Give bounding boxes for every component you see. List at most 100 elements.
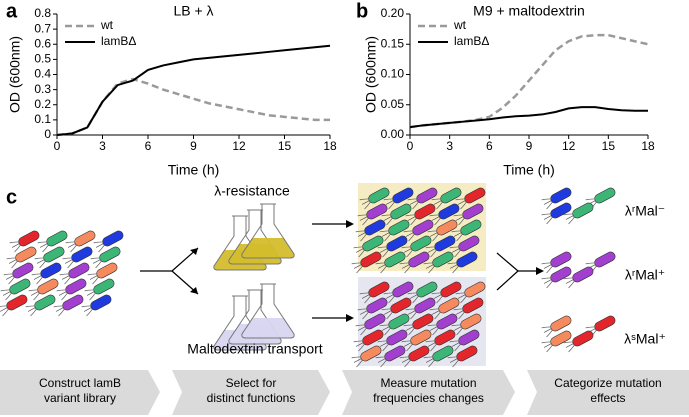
flagellum: [546, 330, 553, 338]
flagellum: [379, 230, 389, 233]
flagellum: [36, 259, 45, 264]
cell: [550, 266, 572, 283]
flagellum: [36, 277, 43, 285]
flask-glass: [228, 290, 282, 345]
flagellum: [379, 324, 389, 327]
flagellum: [458, 312, 465, 320]
flagellum: [42, 245, 49, 253]
flagellum: [449, 246, 459, 249]
cell: [364, 219, 386, 236]
flagellum: [546, 281, 553, 289]
bacterium: [423, 251, 454, 274]
cell: [368, 281, 390, 298]
y-tick-label: 0.15: [381, 36, 405, 50]
flagellum: [412, 296, 419, 304]
outcome-label: λʳMal⁻: [625, 203, 665, 219]
flagellum: [433, 200, 442, 205]
flask: [241, 203, 295, 259]
flagellum: [460, 202, 467, 210]
flagellum: [452, 360, 459, 368]
flagellum: [447, 262, 457, 265]
flagellum: [406, 344, 413, 352]
bacterium: [357, 203, 388, 226]
flagellum: [3, 273, 13, 276]
step-chevron: [172, 370, 330, 415]
bacterium: [375, 251, 406, 274]
bacterium: [449, 235, 480, 258]
cell: [386, 235, 408, 252]
cell: [74, 230, 96, 247]
cell: [96, 262, 118, 279]
cell: [366, 297, 388, 314]
cell: [392, 187, 414, 204]
flagellum: [407, 198, 417, 201]
flagellum: [434, 312, 441, 320]
cell: [594, 315, 616, 332]
y-tick-label: 0.10: [381, 67, 405, 81]
flagellum: [410, 218, 417, 226]
bacterium: [93, 230, 124, 253]
bacterium: [427, 313, 458, 336]
legend-label: lamBΔ: [454, 34, 489, 48]
flagellum: [431, 292, 441, 295]
flagellum: [388, 202, 395, 210]
flagellum: [563, 213, 573, 216]
flagellum: [58, 309, 65, 317]
bacterium: [431, 281, 462, 304]
flagellum: [67, 261, 74, 269]
flask-glass: [241, 284, 295, 339]
cell: [362, 235, 384, 252]
flagellum: [546, 266, 553, 274]
flask-glass: [241, 204, 295, 259]
bacterium: [357, 297, 388, 320]
flagellum: [383, 216, 392, 221]
bacterium: [425, 235, 456, 258]
flagellum: [62, 257, 72, 260]
flagellum: [403, 230, 413, 233]
flagellum: [455, 310, 464, 315]
flagellum: [543, 264, 552, 269]
flagellum: [357, 214, 367, 217]
flagellum: [565, 215, 574, 220]
bacterium: [447, 345, 478, 368]
flagellum: [455, 216, 464, 221]
flagellum: [92, 259, 101, 264]
step-chevron: [0, 370, 160, 415]
cell: [410, 329, 432, 346]
x-tick-label: 6: [486, 139, 493, 153]
flagellum: [355, 324, 365, 327]
flagellum: [65, 241, 75, 244]
flagellum: [67, 243, 76, 248]
flagellum: [14, 245, 21, 253]
cell: [412, 219, 434, 236]
x-tick-label: 9: [526, 139, 533, 153]
flagellum: [401, 246, 411, 249]
bacterium: [379, 219, 410, 242]
x-tick-label: 18: [641, 139, 655, 153]
x-tick-label: 9: [190, 139, 197, 153]
flagellum: [404, 266, 411, 274]
series-line: [56, 77, 330, 137]
flagellum: [380, 266, 387, 274]
cell: [386, 329, 408, 346]
flagellum: [401, 340, 411, 343]
arrow-heads: [190, 220, 544, 322]
flagellum: [6, 257, 16, 260]
flagellum: [37, 241, 47, 244]
bacterium: [353, 329, 384, 352]
panel-label: a: [6, 0, 18, 22]
cell: [550, 251, 572, 268]
flagellum: [427, 324, 437, 327]
flagellum: [453, 214, 463, 217]
flagellum: [585, 262, 595, 265]
x-tick-label: 0: [54, 139, 61, 153]
flagellum: [381, 308, 391, 311]
flagellum: [449, 358, 458, 363]
bacterium: [351, 345, 382, 368]
flagellum: [423, 356, 433, 359]
flagellum: [358, 344, 365, 352]
flagellum: [568, 217, 575, 225]
flagellum: [381, 232, 390, 237]
flask-liquid: [241, 238, 295, 258]
bacterium: [407, 187, 438, 210]
